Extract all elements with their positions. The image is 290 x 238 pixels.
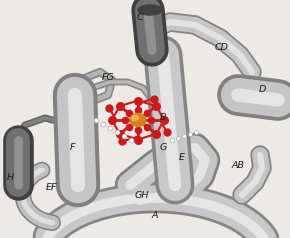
Ellipse shape: [131, 115, 139, 120]
Text: EF: EF: [46, 183, 58, 193]
Text: G: G: [159, 144, 167, 153]
Text: A: A: [152, 210, 158, 219]
Text: FG: FG: [102, 74, 115, 83]
Text: F: F: [69, 144, 75, 153]
Text: D: D: [258, 85, 266, 94]
Ellipse shape: [138, 5, 162, 15]
Text: CD: CD: [215, 44, 229, 53]
Text: E: E: [179, 154, 185, 163]
Text: B: B: [160, 114, 166, 123]
Text: H: H: [6, 174, 14, 183]
Text: AB: AB: [231, 160, 244, 169]
Text: C: C: [137, 14, 143, 23]
Ellipse shape: [130, 114, 146, 127]
Text: GH: GH: [135, 190, 149, 199]
